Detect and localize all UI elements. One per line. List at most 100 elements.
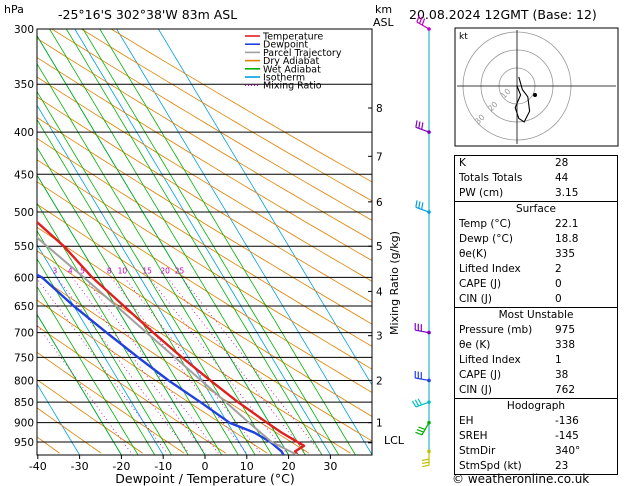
wind-barb-staff — [421, 422, 430, 436]
wind-barb-dot — [427, 130, 431, 134]
index-label: Totals Totals — [459, 172, 523, 184]
index-value: -145 — [555, 430, 579, 442]
dry-adiabat — [37, 76, 372, 282]
surface-title: Surface — [515, 203, 556, 215]
index-value: 340° — [555, 445, 581, 457]
wind-barb-flag — [411, 400, 417, 408]
dry-adiabat — [110, 29, 372, 183]
index-value: 22.1 — [555, 218, 579, 230]
index-label: Dewp (°C) — [459, 233, 513, 245]
series-group — [37, 220, 306, 455]
index-label: Lifted Index — [459, 354, 521, 366]
isotherm-line — [37, 383, 80, 455]
credit: © weatheronline.co.uk — [452, 472, 589, 486]
index-label: PW (cm) — [459, 187, 504, 199]
temperature-tick-label: 0 — [202, 460, 209, 473]
pressure-tick-label: 350 — [14, 79, 34, 91]
wet-adiabat — [82, 29, 340, 455]
pressure-tick-label: 850 — [14, 397, 34, 409]
wind-barb — [414, 323, 431, 335]
isotherm-line — [37, 243, 164, 455]
index-row: Dewp (°C) 18.8 — [455, 232, 617, 247]
legend-label: Mixing Ratio — [263, 81, 322, 92]
dry-adiabat — [37, 181, 372, 393]
wet-adiabat — [65, 29, 323, 455]
mixing-ratio-line — [124, 277, 261, 454]
wind-barb-staff — [415, 329, 430, 334]
dry-adiabat — [37, 226, 372, 442]
wind-barb-staff — [415, 126, 430, 133]
legend-label: Parcel Trajectory — [263, 48, 342, 59]
mixing-ratio-value: 20 — [160, 266, 170, 275]
km-unit: km — [375, 3, 392, 16]
isotherm-line — [116, 29, 372, 455]
pressure-tick-label: 400 — [14, 127, 34, 139]
index-row: θe (K) 338 — [455, 338, 617, 353]
km-tick-label: 4 — [376, 286, 383, 298]
wind-barb — [415, 200, 431, 214]
wind-barb — [421, 449, 431, 468]
index-label: CIN (J) — [459, 293, 492, 305]
temperature-tick-label: 10 — [240, 460, 254, 473]
temperature-tick-label: -30 — [71, 460, 89, 473]
dry-adiabat — [37, 96, 372, 303]
indices-panel: K 28 Totals Totals 44 PW (cm) 3.15 Surface Te… — [454, 155, 618, 475]
most-unstable-section: Most Unstable Pressure (mb) 975 θe (K) 338 L… — [454, 307, 618, 399]
wind-barb — [415, 420, 431, 436]
hodograph-trace — [514, 76, 531, 123]
wind-barb-flag — [418, 426, 426, 431]
pressure-tick-label: 300 — [14, 24, 34, 36]
series-line-dewpoint — [37, 273, 285, 455]
index-value: 975 — [555, 324, 576, 336]
series-line-parcel-trajectory — [37, 236, 298, 455]
index-row: CIN (J) 0 — [455, 292, 617, 307]
index-label: Pressure (mb) — [459, 324, 533, 336]
wind-barb-dot — [427, 449, 431, 454]
dry-adiabat — [37, 407, 102, 454]
pressure-tick-label: 950 — [14, 437, 34, 449]
km-tick-label: 3 — [376, 331, 383, 343]
datetime: 20.08.2024 12GMT (Base: 12) — [409, 7, 597, 22]
dry-adiabat — [81, 29, 372, 202]
wind-barb — [416, 15, 431, 31]
wind-barb-flag — [418, 16, 423, 24]
pressure-tick-label: 500 — [14, 207, 34, 219]
mixing-ratio-line — [110, 277, 247, 454]
wind-barb — [414, 371, 431, 383]
km-tick-label: 1 — [376, 418, 383, 430]
temperature-tick-label: -20 — [112, 460, 130, 473]
wind-barb-flag — [421, 122, 424, 130]
km-tick-label: 8 — [376, 103, 383, 115]
km-tick-label: 6 — [376, 197, 383, 209]
index-row: PW (cm) 3.15 — [455, 186, 617, 201]
mixing-ratio-value: 8 — [107, 266, 112, 275]
wind-barb-flag — [415, 200, 418, 208]
pressure-unit: hPa — [4, 3, 24, 16]
wind-barb-staff — [416, 21, 430, 30]
index-value: 3.15 — [555, 187, 579, 199]
wind-barb-flag — [414, 399, 420, 407]
wind-barb-dot — [427, 400, 431, 404]
plot-area: 1 2 3 4 5 8 10 15 20 2530035040045050055060065070… — [14, 15, 431, 473]
storm-motion-marker — [533, 93, 537, 97]
wind-barb-flag — [418, 121, 421, 129]
dry-adiabat — [37, 351, 185, 454]
wind-barb-flag — [415, 120, 418, 128]
temperature-tick-label: 20 — [282, 460, 296, 473]
pressure-tick-label: 900 — [14, 418, 34, 430]
legend-label: Temperature — [262, 32, 323, 43]
index-row: StmDir 340° — [455, 444, 617, 459]
index-value: 28 — [555, 157, 569, 169]
pressure-tick-label: 650 — [14, 301, 34, 313]
index-value: 18.8 — [555, 233, 579, 245]
background-lines: 1 2 3 4 5 8 10 15 20 25 — [37, 29, 372, 455]
mixing-ratio-line — [148, 277, 288, 454]
index-row: EH -136 — [455, 414, 617, 429]
wind-barb — [415, 120, 431, 134]
legend-label: Dewpoint — [263, 40, 308, 51]
wind-barb-flag — [421, 458, 430, 461]
isotherm-line — [74, 29, 331, 455]
pressure-tick-label: 700 — [14, 328, 34, 340]
location-title: -25°16'S 302°38'W 83m ASL — [58, 7, 237, 22]
